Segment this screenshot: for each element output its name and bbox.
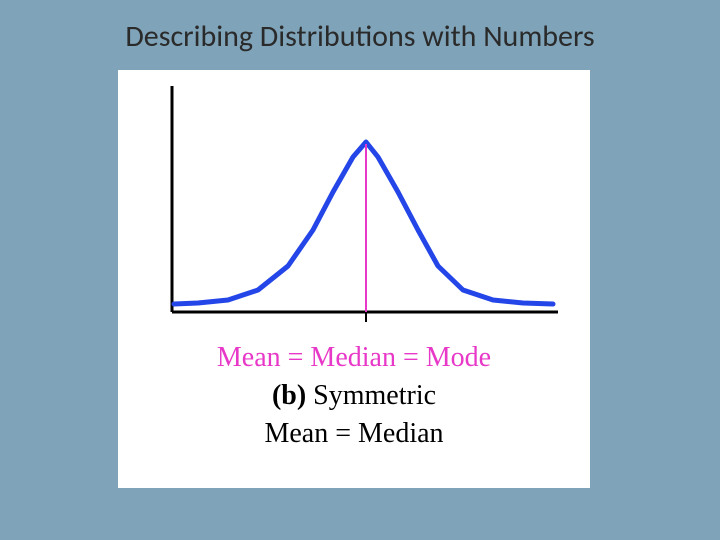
slide-title: Describing Distributions with Numbers <box>0 18 720 55</box>
figure-panel: Mean = Median = Mode (b) Symmetric Mean … <box>118 70 590 488</box>
slide: Describing Distributions with Numbers Me… <box>0 0 720 540</box>
caption-part-b-bold: (b) <box>272 380 306 411</box>
caption-mean-median-mode: Mean = Median = Mode <box>118 342 590 374</box>
caption-part-b-rest: Symmetric <box>306 380 436 411</box>
caption-symmetric: (b) Symmetric <box>118 380 590 412</box>
caption-mean-median: Mean = Median <box>118 418 590 450</box>
chart-svg <box>148 82 562 334</box>
distribution-chart <box>148 82 562 320</box>
